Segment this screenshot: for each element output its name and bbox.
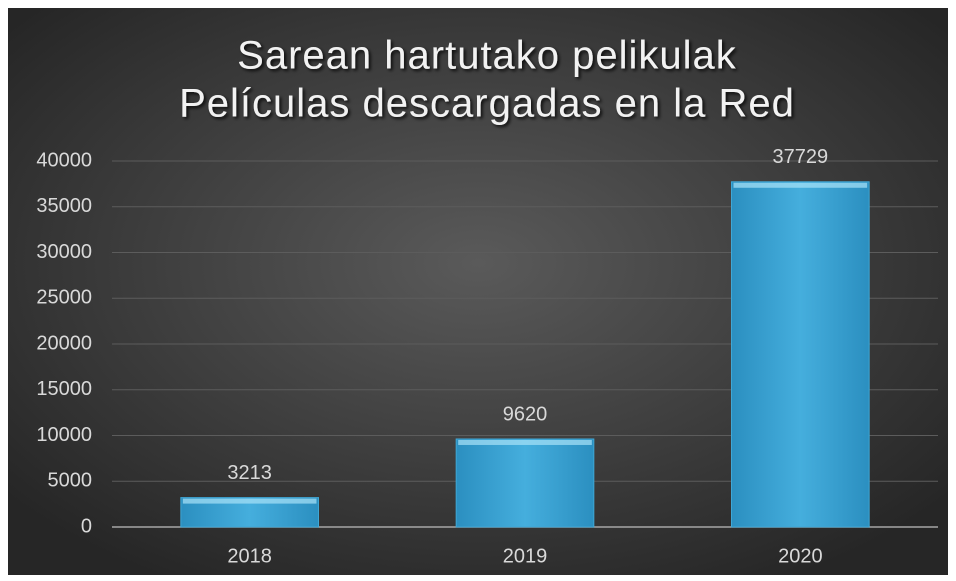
y-tick-label: 35000 (36, 195, 92, 217)
y-tick-label: 5000 (48, 470, 93, 492)
y-tick-label: 15000 (36, 378, 92, 400)
data-label: 37729 (773, 146, 829, 168)
y-tick-label: 20000 (36, 332, 92, 354)
x-tick-label: 2018 (227, 545, 272, 567)
y-tick-label: 40000 (36, 149, 92, 171)
y-tick-label: 10000 (36, 424, 92, 446)
bar-bevel (182, 498, 317, 504)
bar (731, 181, 870, 528)
y-tick-label: 30000 (36, 241, 92, 263)
bar (455, 438, 595, 528)
chart-title: Sarean hartutako pelikulak (237, 34, 737, 78)
x-tick-label: 2019 (503, 545, 548, 567)
x-tick-label: 2020 (778, 545, 823, 567)
bar-bevel (458, 439, 592, 445)
bar-bevel (733, 182, 868, 188)
data-label: 3213 (227, 462, 272, 484)
data-label: 9620 (503, 403, 548, 425)
y-tick-label: 25000 (36, 287, 92, 309)
chart-title: Películas descargadas en la Red (179, 82, 795, 126)
y-tick-label: 0 (81, 515, 92, 537)
